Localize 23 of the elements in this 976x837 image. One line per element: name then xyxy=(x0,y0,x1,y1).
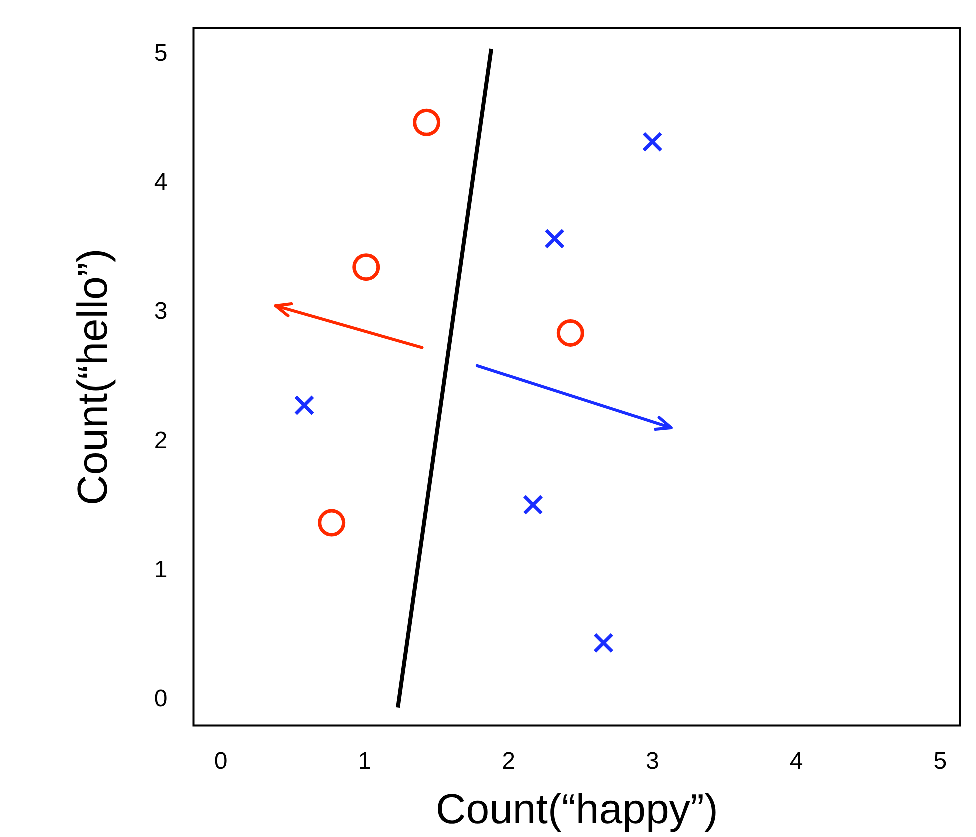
point xyxy=(352,254,380,282)
x-tick-label: 4 xyxy=(790,748,804,775)
point xyxy=(294,395,315,416)
x-tick-label: 5 xyxy=(934,748,948,775)
y-axis-title: Count(“hello”) xyxy=(68,248,116,506)
x-tick-label: 3 xyxy=(646,748,660,775)
point xyxy=(413,108,441,136)
x-tick-label: 2 xyxy=(502,748,516,775)
y-tick-label: 4 xyxy=(154,169,168,196)
point xyxy=(556,319,584,347)
point xyxy=(642,132,663,152)
y-tick-label: 1 xyxy=(154,556,168,584)
y-tick-label: 5 xyxy=(154,40,168,67)
point xyxy=(544,228,566,250)
x-tick-label: 1 xyxy=(358,748,372,775)
x-tick-label: 0 xyxy=(214,748,228,775)
point xyxy=(523,494,544,516)
point xyxy=(318,509,346,537)
y-tick-label: 3 xyxy=(154,298,168,326)
y-tick-label: 0 xyxy=(154,686,168,713)
x-axis-title: Count(“happy”) xyxy=(436,785,718,832)
y-tick-label: 2 xyxy=(154,427,168,454)
point xyxy=(594,632,614,654)
